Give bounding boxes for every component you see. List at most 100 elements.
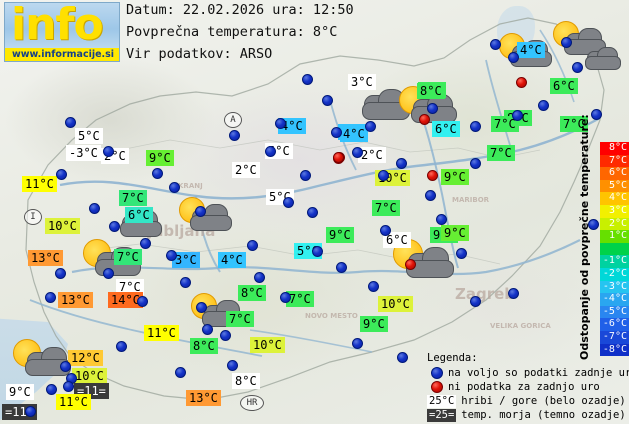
station-dot[interactable] [180,277,191,288]
scale-row-14: -6°C [600,318,629,331]
station-dot[interactable] [65,117,76,128]
temperature-label: 13°C [28,250,63,266]
station-dot[interactable] [25,406,36,417]
station-dot[interactable] [60,361,71,372]
station-dot[interactable] [55,268,66,279]
station-dot[interactable] [220,330,231,341]
scale-row-0: 8°C [600,142,629,155]
station-dot[interactable] [247,240,258,251]
temperature-label: 4°C [517,42,545,58]
station-dot[interactable] [508,52,519,63]
cloud-icon [348,80,412,121]
station-dot[interactable] [137,296,148,307]
temperature-label: 6°C [125,207,153,223]
station-dot[interactable] [396,158,407,169]
station-dot[interactable] [331,127,342,138]
station-dot[interactable] [275,118,286,129]
station-dot[interactable] [470,296,481,307]
temperature-label: 11°C [22,176,57,192]
station-dot[interactable] [352,147,363,158]
station-dot[interactable] [425,190,436,201]
station-dot[interactable] [456,248,467,259]
station-dot[interactable] [470,121,481,132]
station-dot[interactable] [538,100,549,111]
temperature-label: 9°C [441,225,469,241]
station-dot[interactable] [152,168,163,179]
legend-row-nodata: ni podatka za zadnjo uro [427,380,629,394]
station-dot[interactable] [591,109,602,120]
station-dot-nodata[interactable] [516,77,527,88]
station-dot[interactable] [378,170,389,181]
station-dot[interactable] [490,39,501,50]
scale-row-3: 5°C [600,179,629,193]
city-label: Zagreb [455,285,516,303]
station-dot[interactable] [312,246,323,257]
station-dot[interactable] [352,338,363,349]
station-dot[interactable] [103,146,114,157]
station-dot[interactable] [561,37,572,48]
station-dot[interactable] [300,170,311,181]
station-dot[interactable] [427,103,438,114]
site-logo[interactable]: info www.informacije.si [4,2,120,62]
station-dot[interactable] [365,121,376,132]
station-dot[interactable] [322,95,333,106]
station-dot[interactable] [254,272,265,283]
station-dot[interactable] [436,214,447,225]
temperature-label: 6°C [383,232,411,248]
station-dot[interactable] [283,197,294,208]
station-dot[interactable] [169,182,180,193]
station-dot[interactable] [380,225,391,236]
station-dot[interactable] [265,146,276,157]
station-dot-nodata[interactable] [419,114,430,125]
station-dot-nodata[interactable] [333,152,344,163]
station-dot[interactable] [508,288,519,299]
station-dot[interactable] [397,352,408,363]
station-dot[interactable] [302,74,313,85]
legend-row-sea: =25= temp. morja (temno ozadje) [427,408,629,422]
red-dot-icon [431,381,443,393]
legend-title: Legenda: [427,352,478,364]
station-dot[interactable] [103,268,114,279]
station-dot[interactable] [229,130,240,141]
station-dot[interactable] [280,292,291,303]
station-dot[interactable] [109,221,120,232]
sun-behind-cloud-icon [12,338,74,378]
station-dot[interactable] [588,219,599,230]
station-dot[interactable] [336,262,347,273]
station-dot[interactable] [166,250,177,261]
station-dot[interactable] [46,384,57,395]
temperature-label: 14°C [108,292,143,308]
station-dot[interactable] [368,281,379,292]
station-dot[interactable] [63,381,74,392]
legend-hills-text: hribi / gore (belo ozadje) [461,394,626,407]
station-dot-nodata[interactable] [427,170,438,181]
station-dot[interactable] [45,292,56,303]
station-dot[interactable] [512,110,523,121]
temperature-label: 9°C [360,316,388,332]
station-dot[interactable] [195,206,206,217]
station-dot[interactable] [572,62,583,73]
temperature-label: 7°C [116,279,144,295]
station-dot[interactable] [202,324,213,335]
station-dot[interactable] [140,238,151,249]
logo-wordmark: info [11,2,104,50]
station-dot[interactable] [307,207,318,218]
temperature-label: 8°C [190,338,218,354]
scale-row-15: -7°C [600,330,629,344]
station-dot[interactable] [116,341,127,352]
temperature-label: 8°C [417,83,445,99]
station-dot[interactable] [227,360,238,371]
station-dot[interactable] [196,302,207,313]
station-dot[interactable] [56,169,67,180]
city-label: NOVO MESTO [305,312,358,320]
header-average-temperature: Povprečna temperatura: 8°C [126,24,338,40]
temperature-label: 12°C [68,350,103,366]
road-marker: HR [240,395,264,411]
station-dot[interactable] [470,158,481,169]
station-dot[interactable] [175,367,186,378]
temperature-label: 7°C [372,200,400,216]
temperature-label: 10°C [250,337,285,353]
station-dot-nodata[interactable] [405,259,416,270]
station-dot[interactable] [89,203,100,214]
scale-row-4: 4°C [600,192,629,205]
